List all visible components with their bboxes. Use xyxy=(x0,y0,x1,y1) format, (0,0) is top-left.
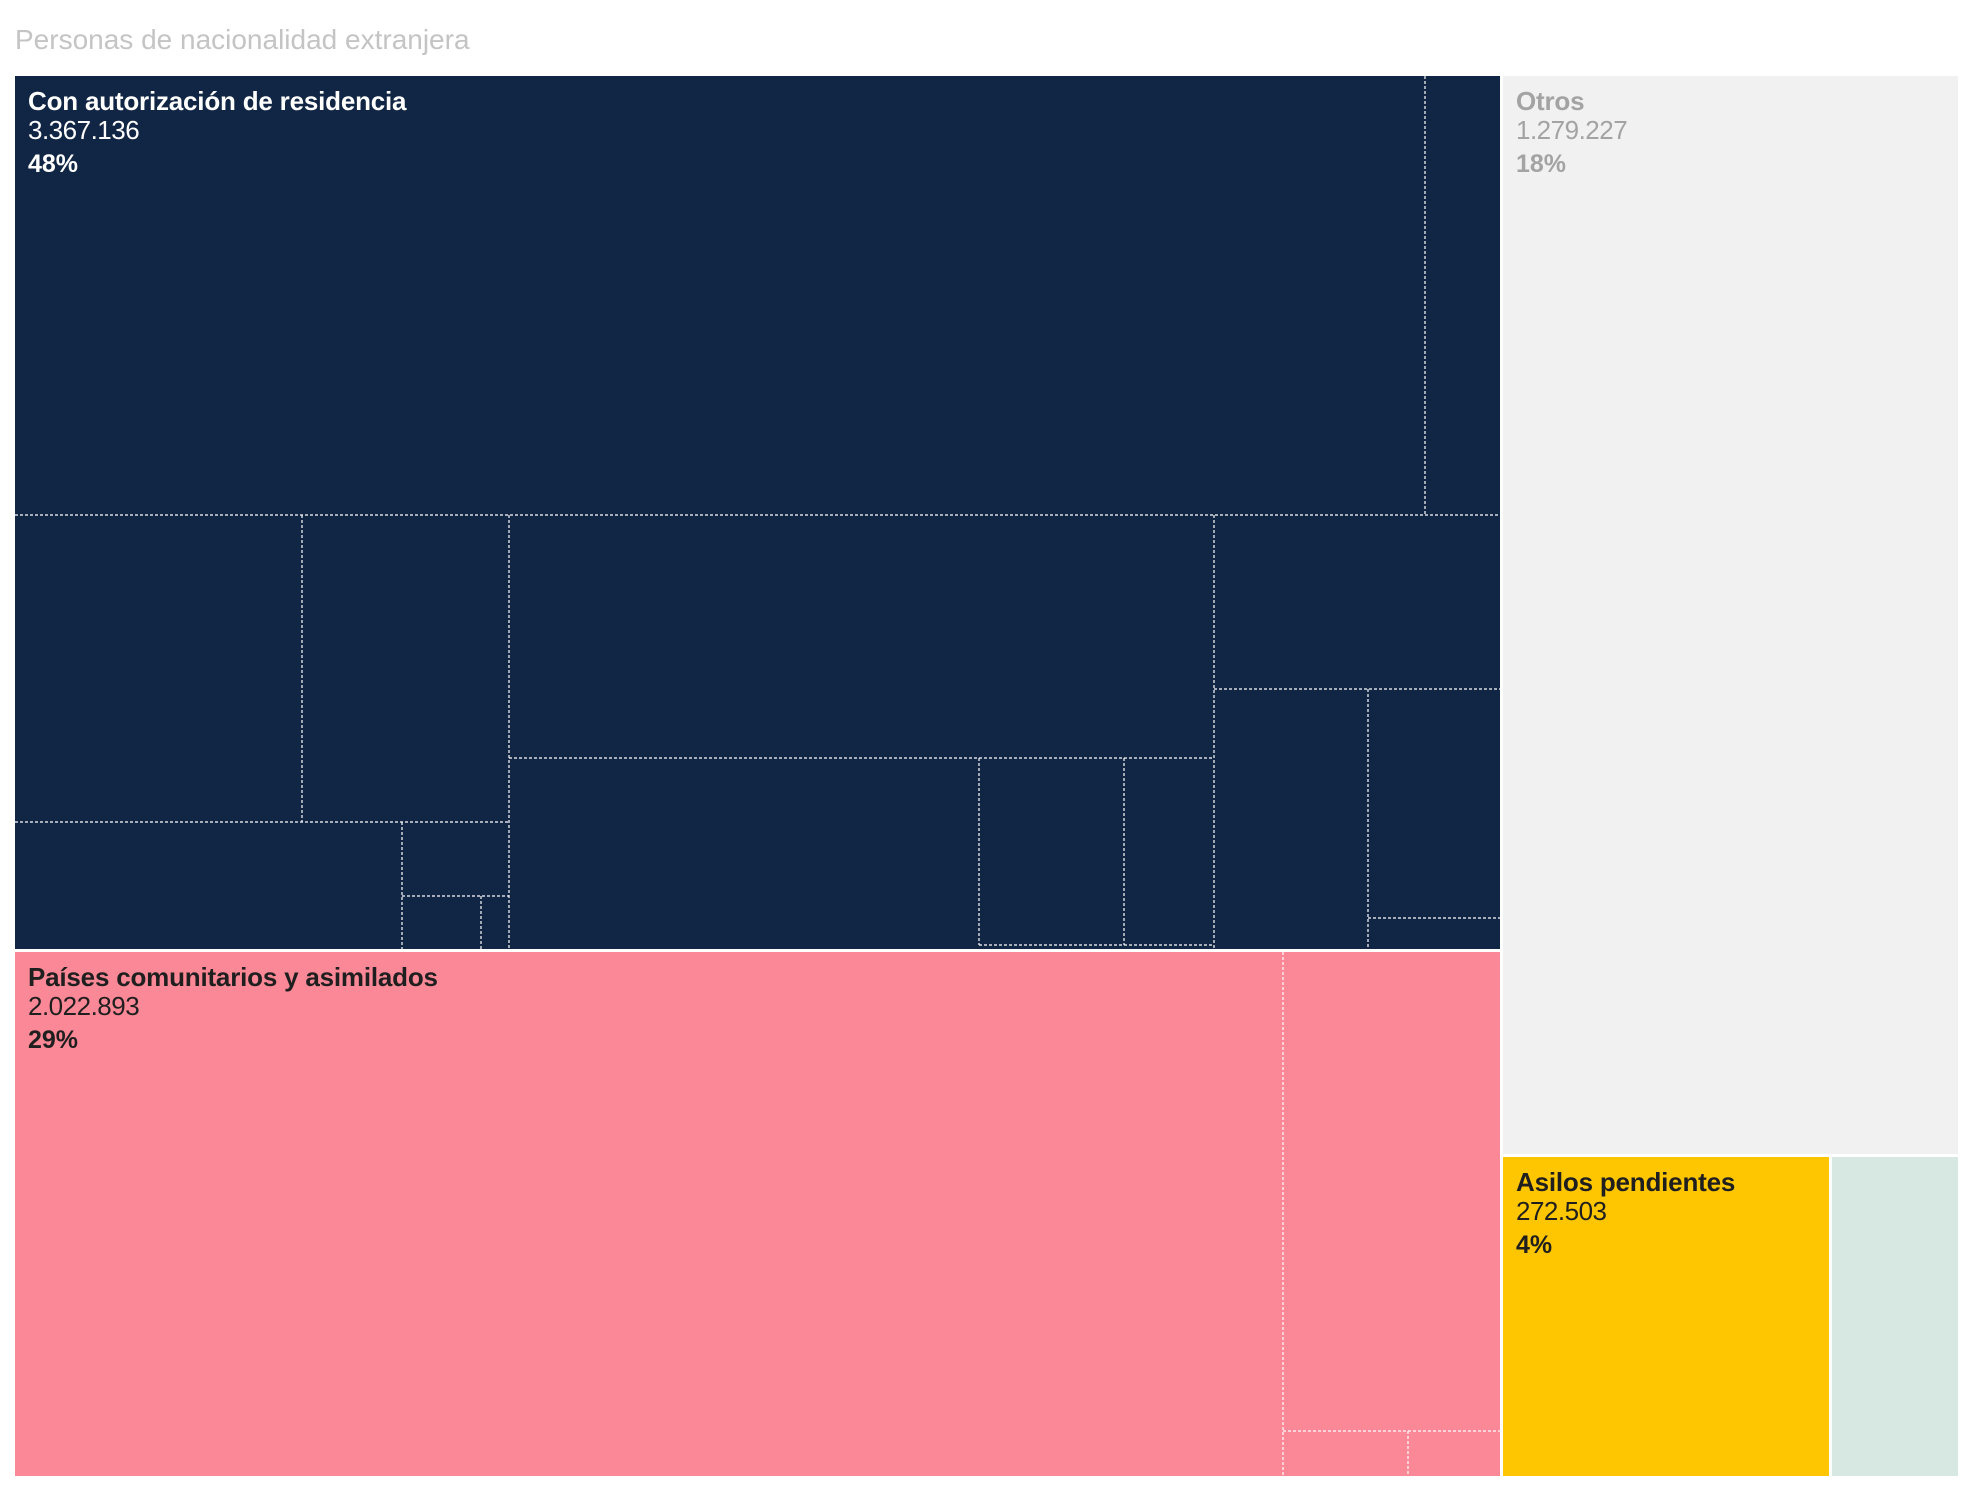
chart-title: Personas de nacionalidad extranjera xyxy=(15,24,470,55)
treemap-cell-4 xyxy=(1832,1157,1958,1476)
cell-name: Países comunitarios y asimilados xyxy=(28,962,438,992)
cell-value: 1.279.227 xyxy=(1516,115,1628,145)
treemap-cell-label: Países comunitarios y asimilados 2.022.89… xyxy=(28,964,438,1053)
cell-percent: 18% xyxy=(1516,150,1567,178)
cell-name: Con autorización de residencia xyxy=(28,86,407,116)
treemap-cell-2 xyxy=(1503,76,1958,1154)
treemap-cell-label: Asilos pendientes 272.503 4% xyxy=(1516,1169,1735,1258)
cell-value: 272.503 xyxy=(1516,1196,1607,1226)
treemap-cell-label: Otros 1.279.227 18% xyxy=(1516,86,1628,178)
cell-value: 2.022.893 xyxy=(28,991,140,1021)
treemap-cell-label: Con autorización de residencia 3.367.136 4… xyxy=(28,86,407,178)
treemap-cell-1 xyxy=(15,952,1500,1476)
cell-name: Asilos pendientes xyxy=(1516,1167,1736,1197)
cell-value: 3.367.136 xyxy=(28,115,140,145)
cell-percent: 4% xyxy=(1516,1231,1553,1259)
treemap-cell-3 xyxy=(1503,1157,1829,1476)
cell-percent: 29% xyxy=(28,1026,79,1054)
cell-name: Otros xyxy=(1516,86,1585,116)
treemap-cell-0 xyxy=(15,76,1500,949)
cell-percent: 48% xyxy=(28,150,79,178)
